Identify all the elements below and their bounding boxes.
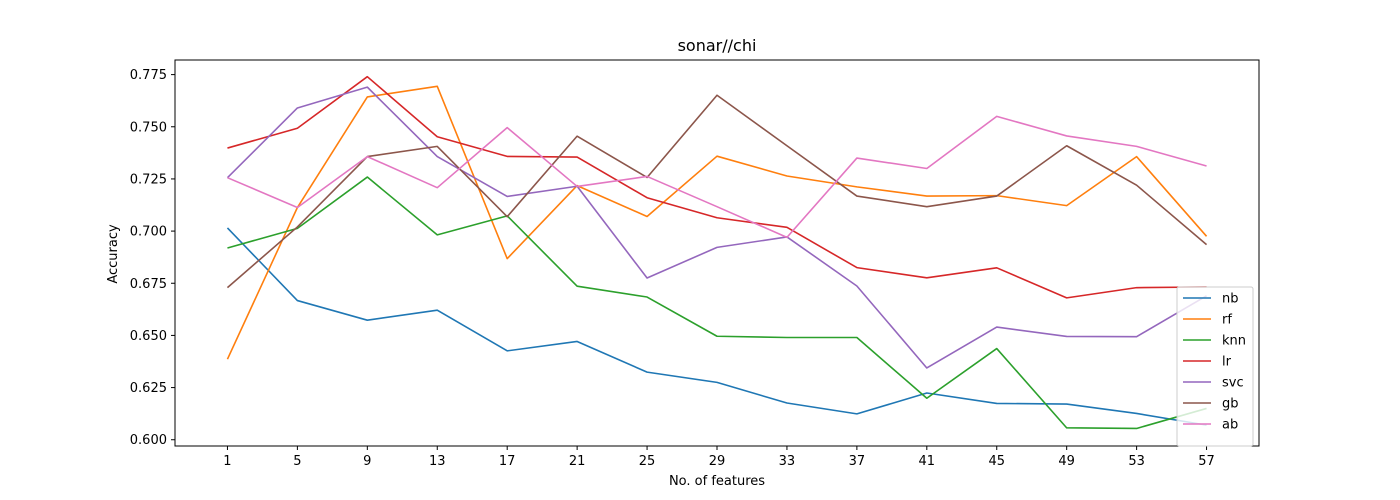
x-tick-label: 1 bbox=[223, 454, 231, 469]
x-tick-label: 29 bbox=[709, 454, 726, 469]
legend-box bbox=[1176, 286, 1254, 447]
y-tick-label: 0.750 bbox=[130, 120, 167, 135]
x-tick-label: 57 bbox=[1198, 454, 1215, 469]
series-lines bbox=[226, 75, 1208, 430]
y-tick-label: 0.775 bbox=[130, 68, 167, 83]
series-line-lr bbox=[227, 75, 1207, 299]
legend-label-rf: rf bbox=[1222, 313, 1232, 328]
x-tick-label: 17 bbox=[499, 454, 516, 469]
y-tick-label: 0.725 bbox=[130, 172, 167, 187]
y-axis-ticks: 0.600 0.625 0.650 0.675 0.700 0.725 0.750 0.775 bbox=[130, 68, 175, 448]
y-tick-label: 0.625 bbox=[130, 381, 167, 396]
x-tick-label: 21 bbox=[569, 454, 586, 469]
legend-label-nb: nb bbox=[1222, 292, 1239, 307]
x-tick-label: 13 bbox=[429, 454, 446, 469]
y-axis-label: Accuracy bbox=[106, 224, 121, 284]
x-tick-label: 5 bbox=[293, 454, 301, 469]
series-line-ab bbox=[227, 115, 1207, 239]
y-tick-label: 0.600 bbox=[130, 433, 167, 448]
x-tick-label: 33 bbox=[779, 454, 796, 469]
y-tick-label: 0.675 bbox=[130, 277, 167, 292]
x-axis-label: No. of features bbox=[669, 474, 765, 489]
x-tick-label: 53 bbox=[1128, 454, 1145, 469]
x-tick-label: 41 bbox=[919, 454, 936, 469]
legend-label-ab: ab bbox=[1222, 418, 1238, 433]
x-axis-ticks: 1 5 9 13 17 21 25 29 33 37 41 45 49 53 57 bbox=[223, 446, 1215, 469]
legend-label-knn: knn bbox=[1222, 334, 1246, 349]
series-line-knn bbox=[227, 176, 1207, 430]
series-line-svc bbox=[226, 86, 1207, 369]
legend: nb rf knn lr svc gb ab bbox=[1176, 286, 1254, 447]
series-line-rf bbox=[226, 85, 1208, 360]
y-tick-label: 0.700 bbox=[130, 225, 167, 240]
x-tick-label: 25 bbox=[639, 454, 656, 469]
series-line-nb bbox=[226, 227, 1207, 426]
x-tick-label: 49 bbox=[1058, 454, 1075, 469]
legend-label-gb: gb bbox=[1222, 397, 1239, 412]
x-tick-label: 9 bbox=[363, 454, 371, 469]
y-tick-label: 0.650 bbox=[130, 329, 167, 344]
x-tick-label: 37 bbox=[849, 454, 866, 469]
x-tick-label: 45 bbox=[988, 454, 1005, 469]
chart-title: sonar//chi bbox=[678, 36, 757, 55]
plot-area-frame bbox=[174, 59, 1260, 447]
legend-label-lr: lr bbox=[1222, 355, 1232, 370]
legend-label-svc: svc bbox=[1222, 376, 1244, 391]
series-line-gb bbox=[226, 94, 1208, 289]
